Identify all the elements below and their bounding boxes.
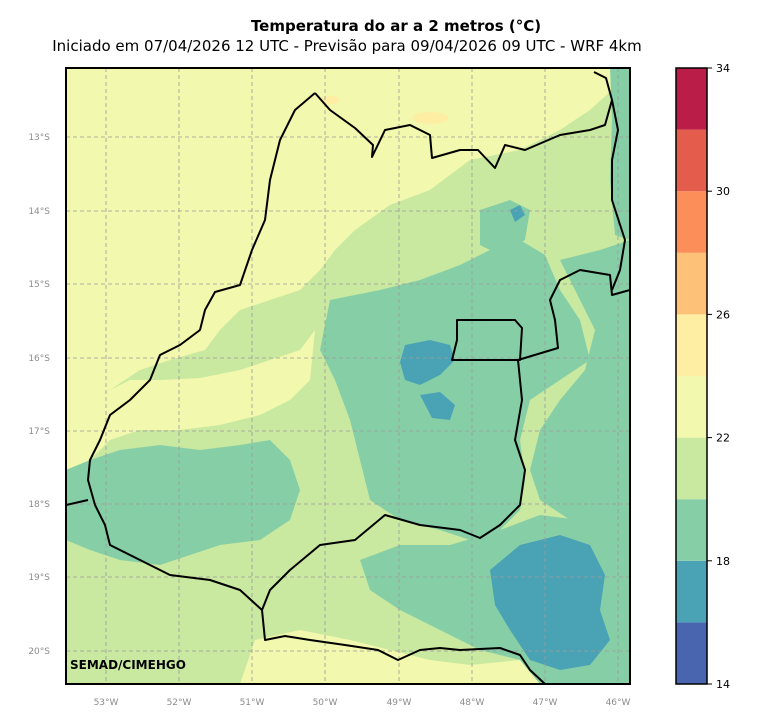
band-16-18-a [400,340,455,385]
band-16-18-b [420,392,455,420]
colorbar-bin [676,129,707,192]
colorbar-bin [676,252,707,315]
colorbar-bin [676,437,707,500]
colorbar: 34 30 26 22 18 14 [675,62,730,691]
temperature-field [66,68,630,684]
lat-tick-label: 19°S [28,573,50,583]
state-boundaries [66,71,630,684]
band-24-26-patch-a [412,112,448,124]
lon-tick-label: 49°W [387,698,412,708]
lon-tick-label: 53°W [94,698,119,708]
chart-subtitle: Iniciado em 07/04/2026 12 UTC - Previsão… [52,37,642,55]
lon-tick-label: 48°W [460,698,485,708]
colorbar-bin [676,191,707,253]
colorbar-tick-label: 26 [716,308,730,321]
colorbar-bin [676,68,707,130]
southern-boundary [261,609,546,684]
lat-tick-label: 14°S [28,207,50,217]
band-22-24-west [66,330,315,470]
lon-tick-label: 52°W [167,698,192,708]
colorbar-bins [676,68,707,684]
northern-boundary [314,71,613,169]
colorbar-ticks: 34 30 26 22 18 14 [707,62,730,691]
map-frame [65,67,631,685]
band-16-18-d [510,205,525,222]
colorbar-bin [676,560,707,623]
goias-boundary [87,92,630,611]
west-edge-boundary [66,499,89,506]
credit-label: SEMAD/CIMEHGO [70,658,186,672]
chart-title: Temperatura do ar a 2 metros (°C) [250,17,542,35]
lat-tick-label: 17°S [28,427,50,437]
colorbar-bin [676,314,707,376]
eastern-boundary [611,99,626,291]
lat-tick-label: 16°S [28,354,50,364]
lon-tick-labels: 53°W 52°W 51°W 50°W 49°W 48°W 47°W 46°W [94,698,631,708]
colorbar-tick-label: 18 [716,555,730,568]
lon-tick-label: 51°W [240,698,265,708]
lat-tick-label: 20°S [28,647,50,657]
colorbar-frame [675,67,708,685]
colorbar-tick-label: 14 [716,678,730,691]
lat-tick-label: 13°S [28,133,50,143]
map-gridlines [66,68,630,684]
band-18-20-east [530,240,630,560]
df-boundary [451,319,523,361]
lon-tick-label: 46°W [606,698,631,708]
lat-tick-label: 15°S [28,280,50,290]
band-16-18-c [490,535,610,670]
colorbar-tick-label: 34 [716,62,730,75]
lon-tick-label: 50°W [313,698,338,708]
colorbar-tick-label: 30 [716,185,730,198]
colorbar-bin [676,622,707,684]
band-22-24-patch-a [520,70,610,110]
lat-tick-labels: 13°S 14°S 15°S 16°S 17°S 18°S 19°S 20°S [28,133,50,657]
band-18-20-west [66,440,300,565]
lon-tick-label: 47°W [533,698,558,708]
band-22-24-north [66,68,630,405]
colorbar-tick-label: 22 [716,432,730,445]
lat-tick-label: 18°S [28,500,50,510]
colorbar-bin [676,499,707,561]
colorbar-bin [676,376,707,438]
